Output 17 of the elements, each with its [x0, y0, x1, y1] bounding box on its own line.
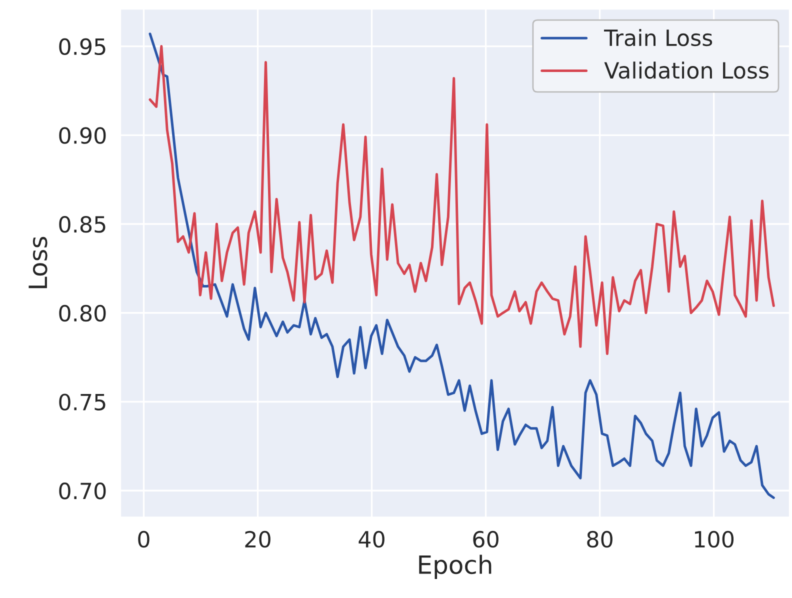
y-tick-label: 0.90: [59, 127, 106, 144]
line-series: [148, 45, 775, 356]
legend-label: Train Loss: [604, 28, 712, 46]
y-tick-label: 0.80: [59, 304, 106, 322]
x-axis-title: Epoch: [419, 554, 492, 579]
y-axis-title: Loss: [28, 236, 48, 288]
x-tick-label: 80: [587, 530, 612, 548]
y-tick-label: 0.75: [59, 394, 106, 411]
legend-label: Validation Loss: [604, 62, 769, 79]
y-tick-label: 0.85: [59, 216, 106, 233]
y-tick-label: 0.95: [59, 38, 106, 56]
x-tick-label: 60: [473, 530, 498, 548]
x-tick-label: 40: [358, 530, 384, 548]
y-tick-label: 0.70: [59, 482, 106, 500]
x-tick-label: 0: [138, 530, 150, 548]
x-tick-label: 20: [245, 530, 270, 548]
x-tick-label: 100: [695, 530, 734, 548]
